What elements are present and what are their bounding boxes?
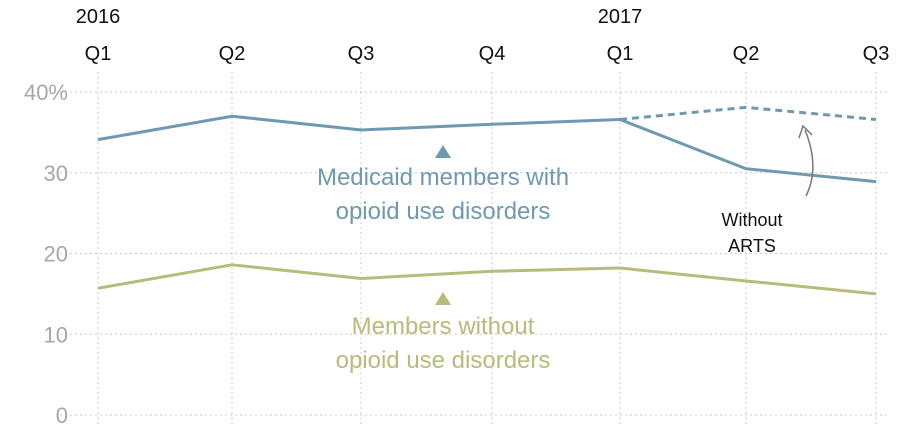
x-tick-label: 2016: [76, 6, 121, 28]
y-tick-label: 30: [44, 161, 68, 186]
without-arts-annotation: Without ARTS: [721, 124, 814, 256]
y-axis-ticks: 40% 30 20 10 0: [24, 80, 68, 428]
members-label-triangle: [435, 292, 451, 305]
annotation-line-1: Without: [721, 210, 782, 230]
members-label-line-2: opioid use disorders: [336, 347, 551, 374]
y-tick-label: 40%: [24, 80, 68, 105]
x-axis-ticks: 2016 Q1 Q2 Q3 Q4 2017 Q1 Q2 Q3: [76, 6, 890, 65]
medicaid-label-triangle: [435, 145, 451, 158]
series-line-1: [619, 105, 877, 121]
y-tick-label: 10: [44, 322, 68, 347]
y-tick-label: 0: [56, 403, 68, 428]
series-line-2: [97, 263, 877, 296]
members-series-label: Members without opioid use disorders: [336, 292, 551, 374]
x-tick-label: 2017: [598, 6, 643, 28]
members-label-line-1: Members without: [352, 313, 535, 340]
grid: [60, 72, 890, 425]
x-tick-label: Q3: [348, 43, 375, 65]
x-tick-label: Q3: [863, 43, 890, 65]
x-tick-label: Q4: [479, 43, 506, 65]
medicaid-label-line-2: opioid use disorders: [336, 198, 551, 225]
annotation-arrow-line: [804, 129, 814, 197]
y-tick-label: 20: [44, 242, 68, 267]
annotation-arrow-head: [798, 124, 813, 139]
medicaid-label-line-1: Medicaid members with: [317, 164, 569, 191]
x-tick-label: Q1: [85, 43, 112, 65]
series-lines: [97, 105, 877, 296]
annotation-line-2: ARTS: [728, 236, 776, 256]
medicaid-series-label: Medicaid members with opioid use disorde…: [317, 145, 569, 225]
x-tick-label: Q2: [219, 43, 246, 65]
series-line-0: [97, 114, 877, 184]
x-tick-label: Q2: [733, 43, 760, 65]
x-tick-label: Q1: [607, 43, 634, 65]
